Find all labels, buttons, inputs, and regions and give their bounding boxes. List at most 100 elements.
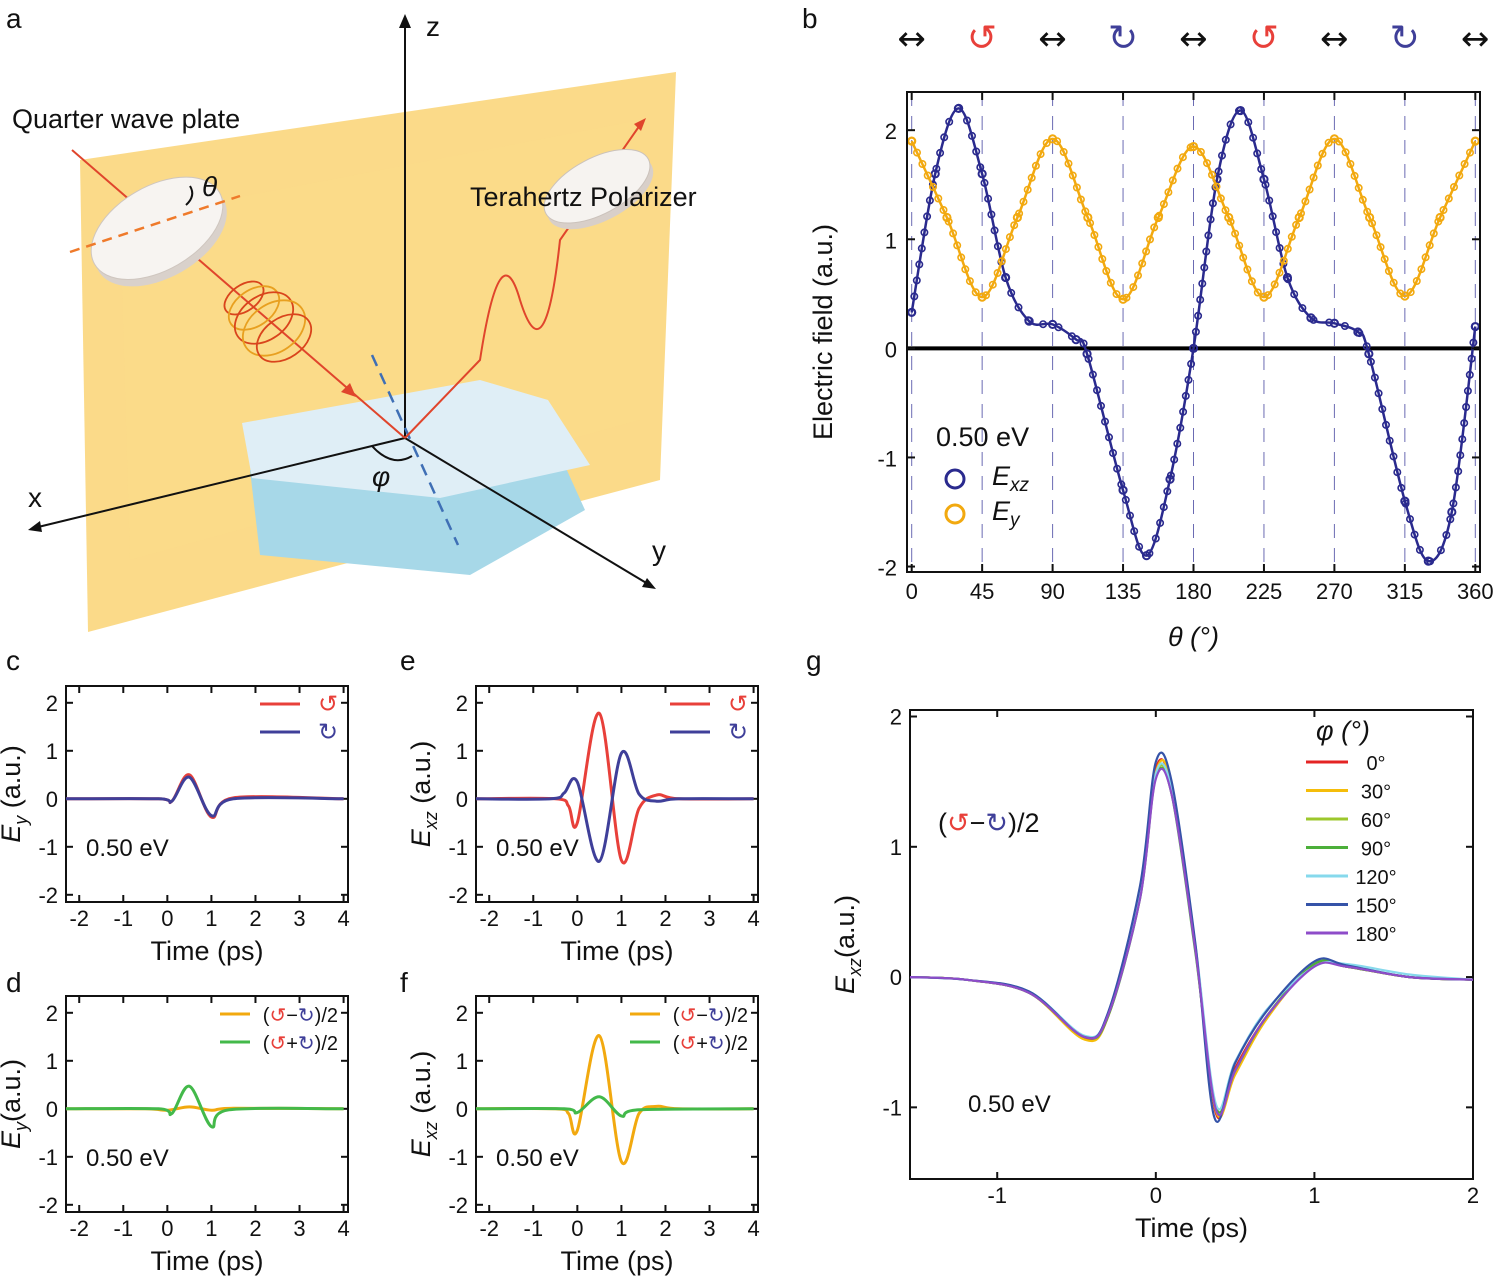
g-ytick-label: 2 — [890, 705, 902, 730]
b-point-y — [1425, 241, 1434, 250]
b-point-y — [1283, 244, 1292, 253]
d-ytick-label: -1 — [38, 1145, 58, 1170]
b-datapoint-xz — [1188, 343, 1199, 353]
d-plot-frame — [65, 995, 349, 1213]
g-plot-frame — [909, 709, 1474, 1180]
b-datapoint-y — [1153, 212, 1163, 223]
b-point-y — [1005, 233, 1014, 242]
e-series-line — [475, 749, 754, 863]
b-point-y — [1231, 229, 1240, 238]
b-point-xz — [1449, 499, 1458, 508]
b-datapoint-xz — [1082, 349, 1092, 359]
b-point-y — [1429, 229, 1438, 238]
polarizer-label: Terahertz Polarizer — [470, 182, 697, 212]
e-energy-annotation: 0.50 eV — [496, 835, 579, 862]
b-point-y — [997, 257, 1006, 266]
b-point-xz — [1436, 546, 1445, 555]
b-point-xz — [915, 260, 924, 269]
b-state-lin-icon: ↔ — [897, 19, 926, 59]
b-point-xz — [1374, 389, 1383, 398]
b-point-y — [957, 253, 966, 262]
b-point-y — [939, 206, 948, 215]
b-point-y — [912, 148, 921, 157]
d-xtick-label: 1 — [205, 1216, 217, 1241]
b-point-xz — [1014, 303, 1023, 312]
b-point-xz — [1244, 118, 1253, 127]
b-datapoint-y — [1435, 212, 1445, 223]
b-point-y — [1406, 288, 1415, 297]
b-point-y — [1313, 161, 1322, 170]
b-point-y — [1173, 164, 1182, 173]
g-legend-label: 180° — [1355, 924, 1396, 946]
exz-circular-chart: e -2 -1 0 1 2 3 4 -2 -1 0 1 2 Time (ps) Exz (a.u.) 0.50… — [400, 645, 760, 966]
b-point-xz — [1173, 439, 1182, 448]
b-point-xz — [1469, 338, 1478, 347]
g-xtick-label: 1 — [1308, 1183, 1320, 1208]
b-point-xz — [1007, 288, 1016, 297]
e-ytick-label: 1 — [456, 739, 468, 764]
d-legend-label: (↺+↻)/2 — [263, 1031, 338, 1055]
crystal-top — [242, 380, 590, 498]
b-point-y — [1372, 231, 1381, 240]
x-axis-label: x — [28, 482, 42, 513]
b-datapoint-xz — [1400, 496, 1410, 506]
f-ylabel-tail: (a.u.) — [406, 1051, 436, 1122]
f-series-line — [475, 1095, 754, 1118]
g-ylabel-sub: xz — [845, 958, 865, 977]
b-point-y — [1253, 288, 1262, 297]
c-energy-annotation: 0.50 eV — [86, 835, 169, 862]
d-ytick-label: 1 — [46, 1049, 58, 1074]
e-xtick-label: 1 — [615, 906, 627, 931]
b-point-xz — [1382, 420, 1391, 429]
g-inset-minus: − — [970, 808, 986, 838]
b-datapoint-xz — [1282, 272, 1293, 283]
e-xtick-label: 2 — [659, 906, 671, 931]
d-xtick-label: 3 — [293, 1216, 305, 1241]
b-datapoint-y — [1224, 212, 1234, 223]
b-ytick-label: 0 — [885, 337, 897, 362]
f-y-axis-label: Exz (a.u.) — [406, 1051, 441, 1158]
c-xtick-label: 4 — [337, 906, 349, 931]
c-xtick-label: -1 — [114, 906, 134, 931]
qwp-face — [90, 176, 224, 280]
f-xtick-label: -1 — [524, 1216, 544, 1241]
b-ytick-label: 2 — [885, 119, 897, 144]
b-point-y — [1112, 290, 1121, 299]
b-point-xz — [972, 147, 981, 156]
b-point-xz — [1290, 290, 1299, 299]
b-legend-label-exz: Exz — [992, 461, 1030, 496]
d-ylabel-tail: (a.u.) — [0, 1059, 26, 1122]
f-ylabel-sub: xz — [421, 1121, 441, 1140]
b-point-xz — [1159, 503, 1168, 512]
b-datapoint-xz — [930, 169, 940, 179]
theta-label: θ — [202, 171, 217, 202]
panel-label-g: g — [806, 645, 822, 676]
b-point-xz — [1378, 405, 1387, 414]
b-point-xz — [1130, 527, 1139, 536]
f-legend-part: ( — [673, 1005, 680, 1027]
b-datapoint-xz — [1353, 327, 1363, 337]
b-point-xz — [940, 133, 949, 142]
b-point-y — [923, 171, 932, 180]
b-datapoint-xz — [1259, 174, 1269, 184]
b-state-lin-icon: ↔ — [1320, 19, 1349, 59]
b-datapoint-xz — [1001, 272, 1011, 283]
b-legend-label-ey: Ey — [992, 496, 1021, 531]
f-ylabel-main: E — [406, 1138, 436, 1157]
e-ylabel-tail: (a.u.) — [406, 741, 436, 812]
b-point-xz — [932, 164, 941, 173]
b-point-xz — [1101, 417, 1110, 426]
b-point-xz — [1113, 464, 1122, 473]
d-legend-part: ↺ — [269, 1003, 286, 1027]
b-point-y — [1324, 138, 1333, 147]
d-ylabel-sub: y — [11, 1121, 31, 1133]
polarization-state-row: ↔ ↺ ↔ ↻ ↔ ↺ ↔ ↻ ↔ — [897, 18, 1489, 59]
b-legend-ey-sub: y — [1008, 510, 1021, 531]
b-point-xz — [923, 212, 932, 221]
b-datapoint-xz — [1071, 335, 1081, 345]
b-datapoint-y — [1294, 212, 1304, 223]
b-point-xz — [1084, 354, 1093, 363]
f-xtick-label: 0 — [571, 1216, 583, 1241]
b-point-y — [1341, 148, 1350, 157]
panel-label-b: b — [802, 3, 818, 34]
